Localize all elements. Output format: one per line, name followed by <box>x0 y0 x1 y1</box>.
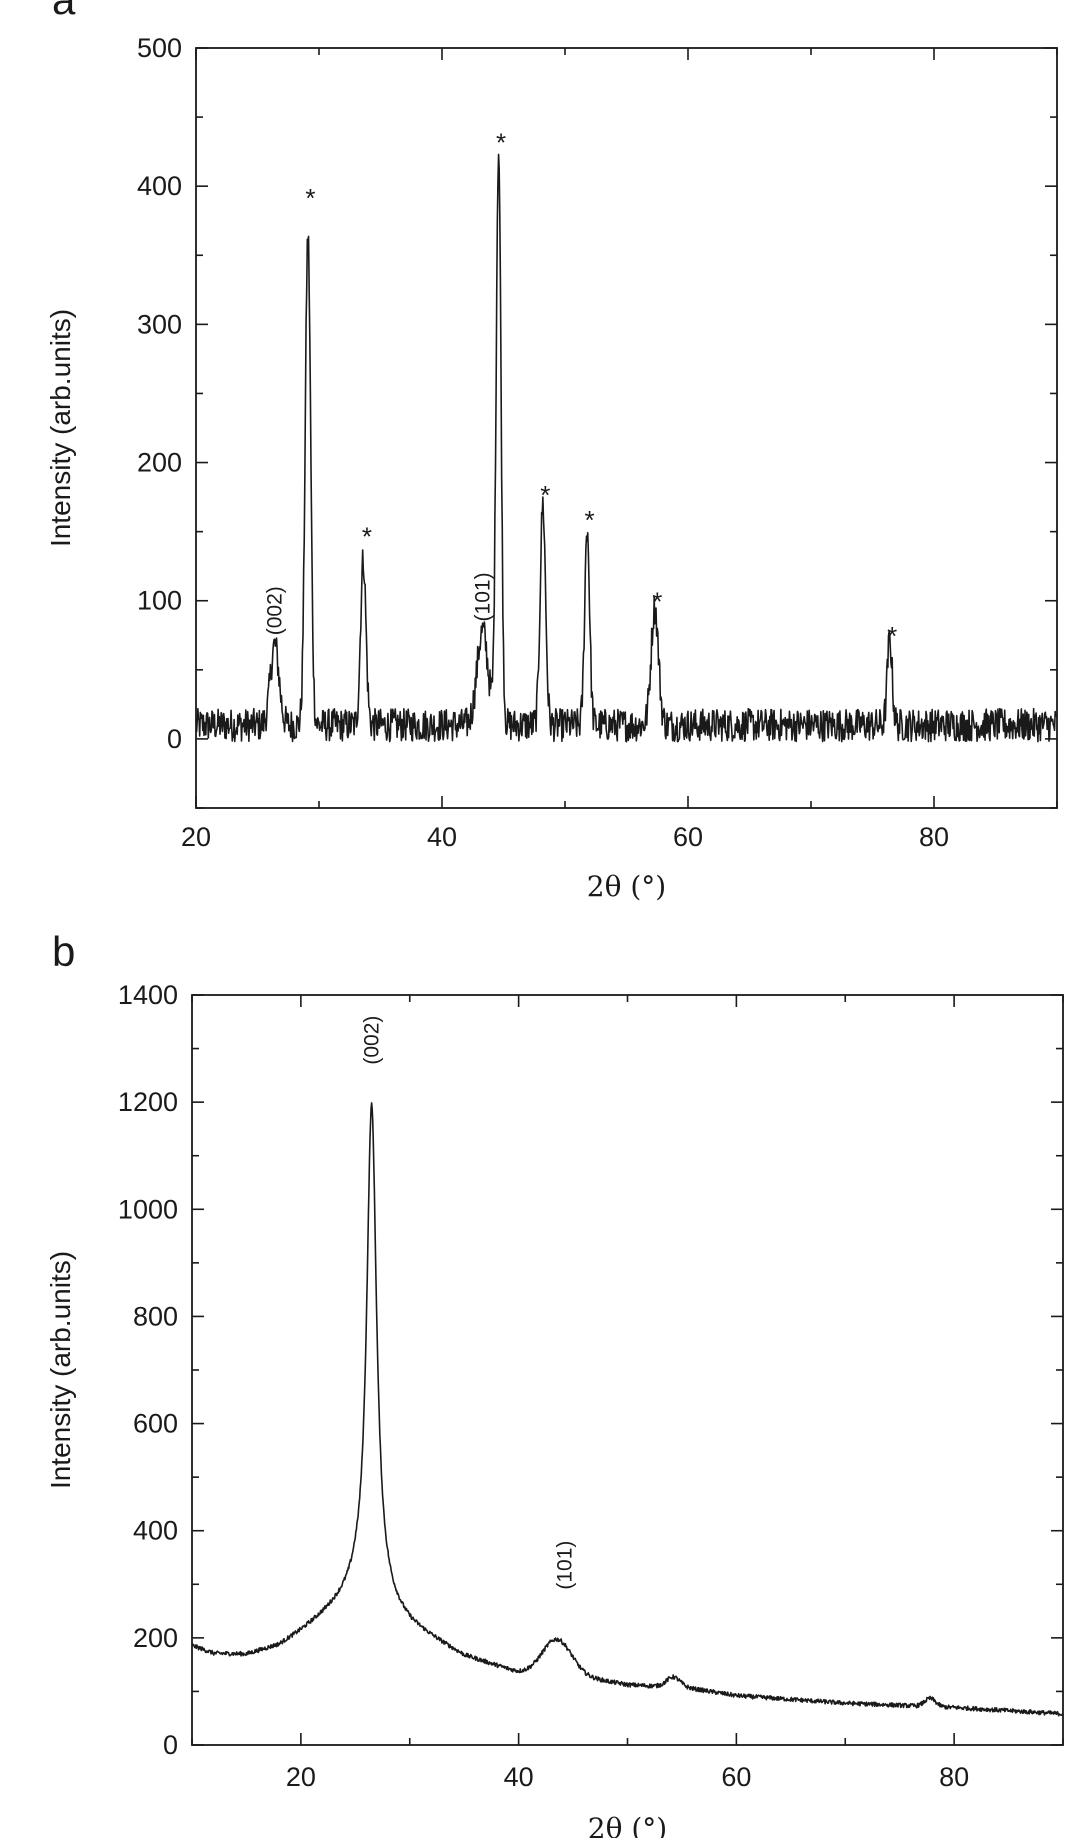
y-tick-label: 200 <box>133 1623 178 1653</box>
y-tick-label: 600 <box>133 1409 178 1439</box>
y-axis-label: Intensity (arb.units) <box>45 309 76 547</box>
peak-label: (101) <box>553 1541 576 1590</box>
series-line <box>196 153 1057 743</box>
x-tick-label: 80 <box>939 1762 969 1792</box>
peak-marker: * <box>496 128 506 158</box>
peak-marker: * <box>540 480 550 510</box>
x-tick-label: 40 <box>427 822 457 852</box>
panel-letter: b <box>52 928 75 975</box>
x-axis-label: 2θ (°) <box>587 870 666 903</box>
peak-marker: * <box>585 505 595 535</box>
x-tick-label: 20 <box>286 1762 316 1792</box>
peak-label: (002) <box>264 586 287 635</box>
panel-a: a 20 40 60 80 0 100 200 300 400 500 2θ (°) Intensity… <box>45 0 1058 903</box>
y-tick-label: 400 <box>137 171 182 201</box>
peak-marker: * <box>887 621 897 651</box>
y-tick-label: 400 <box>133 1516 178 1546</box>
y-tick-label: 0 <box>167 724 182 754</box>
y-tick-label: 100 <box>137 586 182 616</box>
x-tick-label: 40 <box>504 1762 534 1792</box>
series-line <box>192 1102 1063 1717</box>
y-tick-label: 200 <box>137 448 182 478</box>
y-tick-label: 500 <box>137 33 182 63</box>
peak-marker: * <box>652 586 662 616</box>
x-tick-label: 80 <box>919 822 949 852</box>
peak-marker: * <box>305 183 315 213</box>
panel-letter: a <box>52 0 76 23</box>
peak-label: (101) <box>472 572 495 621</box>
plot-frame <box>191 994 1064 1746</box>
y-tick-label: 1200 <box>118 1087 178 1117</box>
x-tick-label: 20 <box>181 822 211 852</box>
x-tick-label: 60 <box>721 1762 751 1792</box>
plot-frame <box>195 47 1058 809</box>
y-tick-label: 800 <box>133 1301 178 1331</box>
y-axis-label: Intensity (arb.units) <box>45 1251 76 1489</box>
y-tick-label: 1000 <box>118 1194 178 1224</box>
x-axis-label: 2θ (°) <box>588 1812 667 1838</box>
y-tick-label: 1400 <box>118 980 178 1010</box>
x-tick-label: 60 <box>673 822 703 852</box>
peak-marker: * <box>362 521 372 551</box>
peak-label: (002) <box>361 1016 384 1065</box>
y-tick-label: 0 <box>163 1730 178 1760</box>
y-tick-label: 300 <box>137 309 182 339</box>
